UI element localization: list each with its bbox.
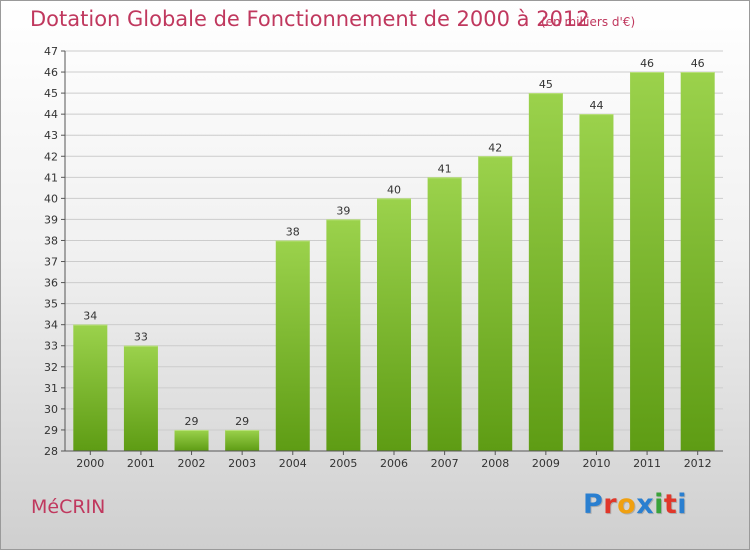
bar [680, 72, 715, 451]
bars [73, 72, 715, 452]
x-tick-label: 2001 [127, 457, 155, 470]
logo-letter: o [617, 489, 637, 520]
logo-letter: x [636, 489, 655, 520]
x-tick-label: 2010 [582, 457, 610, 470]
y-tick-label: 45 [44, 87, 58, 100]
y-tick-label: 34 [44, 319, 58, 332]
y-tick-label: 33 [44, 340, 58, 353]
y-tick-label: 37 [44, 256, 58, 269]
data-label: 44 [589, 99, 603, 112]
x-tick-label: 2009 [532, 457, 560, 470]
y-tick-label: 35 [44, 298, 58, 311]
y-tick-label: 29 [44, 424, 58, 437]
bar [579, 114, 614, 451]
bar [377, 198, 411, 451]
commune-name: MéCRIN [31, 496, 106, 518]
data-labels: 34 33 29 29 38 39 40 41 42 45 44 46 46 [83, 57, 704, 428]
y-tick-label: 46 [44, 66, 58, 79]
x-tick-label: 2005 [329, 457, 357, 470]
bar [123, 345, 158, 451]
y-tick-label: 38 [44, 234, 58, 247]
data-label: 33 [134, 331, 148, 344]
data-label: 45 [539, 78, 553, 91]
x-tick-label: 2007 [431, 457, 459, 470]
data-label: 40 [387, 183, 401, 196]
x-axis-ticks: 2000 2001 2002 2003 2004 2005 2006 2007 2008 2009… [76, 451, 712, 470]
logo-letter: P [583, 489, 604, 520]
bar [73, 324, 108, 451]
data-label: 42 [488, 141, 502, 154]
data-label: 29 [235, 415, 249, 428]
data-label: 34 [83, 310, 97, 323]
y-tick-label: 36 [44, 277, 58, 290]
logo-letter: i [677, 489, 688, 520]
data-label: 29 [185, 415, 199, 428]
x-tick-label: 2008 [481, 457, 509, 470]
y-tick-label: 31 [44, 382, 58, 395]
bar [528, 93, 563, 452]
bar [478, 156, 513, 451]
bar [225, 429, 260, 451]
y-tick-label: 28 [44, 445, 58, 458]
y-tick-label: 44 [44, 108, 58, 121]
bar [630, 72, 665, 451]
x-tick-label: 2003 [228, 457, 256, 470]
bar [275, 240, 310, 451]
x-tick-label: 2002 [178, 457, 206, 470]
y-tick-label: 39 [44, 213, 58, 226]
proxiti-logo: Proxiti [583, 489, 687, 520]
x-tick-label: 2004 [279, 457, 307, 470]
chart-title: Dotation Globale de Fonctionnement de 20… [30, 7, 590, 31]
logo-letter: r [603, 489, 618, 520]
y-tick-label: 42 [44, 150, 58, 163]
data-label: 46 [640, 57, 654, 70]
y-tick-label: 30 [44, 403, 58, 416]
data-label: 46 [691, 57, 705, 70]
y-tick-label: 41 [44, 171, 58, 184]
y-tick-label: 43 [44, 129, 58, 142]
bar [174, 429, 209, 451]
data-label: 41 [438, 162, 452, 175]
axes [64, 51, 723, 452]
x-tick-label: 2006 [380, 457, 408, 470]
chart-unit-label: (en milliers d'€) [541, 15, 636, 29]
data-label: 39 [336, 204, 350, 217]
bar [326, 219, 361, 451]
bar [427, 177, 462, 451]
logo-letter: i [654, 489, 664, 520]
y-tick-label: 32 [44, 361, 58, 374]
x-tick-label: 2011 [633, 457, 661, 470]
x-tick-label: 2012 [684, 457, 712, 470]
y-tick-label: 40 [44, 192, 58, 205]
x-tick-label: 2000 [76, 457, 104, 470]
y-tick-label: 47 [44, 45, 58, 58]
y-axis-ticks: 28 29 30 31 32 33 34 35 36 37 38 39 40 41 42 43 44 45 46 47 [44, 45, 65, 458]
data-label: 38 [286, 225, 300, 238]
logo-letter: t [663, 489, 678, 520]
